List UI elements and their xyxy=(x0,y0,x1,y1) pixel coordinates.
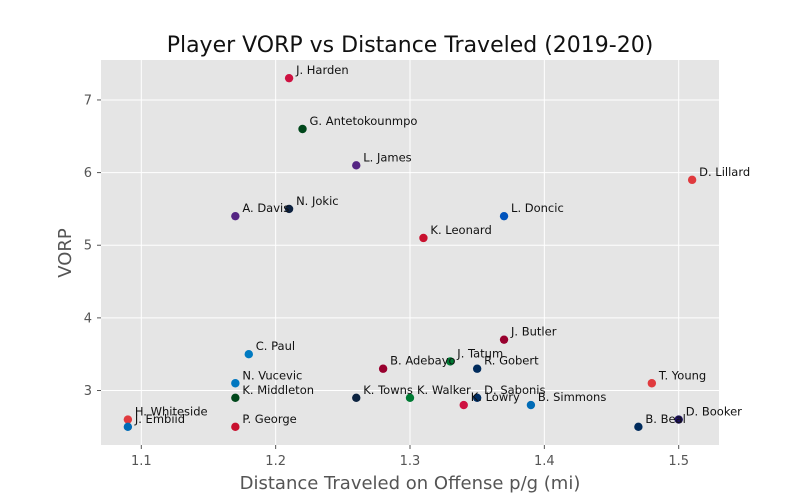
grid-lines xyxy=(101,60,719,445)
data-point xyxy=(123,422,133,432)
x-axis-title: Distance Traveled on Offense p/g (mi) xyxy=(240,473,581,494)
point-label: B. Beal xyxy=(645,412,685,426)
x-tick-label: 1.1 xyxy=(131,454,152,469)
data-point xyxy=(647,379,657,388)
y-tick-label: 6 xyxy=(84,166,92,181)
data-point xyxy=(472,393,482,402)
point-label: D. Lillard xyxy=(699,165,750,179)
point-label: N. Jokic xyxy=(296,194,339,208)
point-labels: J. Harden G. Antetokounmpo L. James D. Lill… xyxy=(134,63,750,426)
point-label: J. Harden xyxy=(295,63,349,77)
data-point xyxy=(499,335,509,344)
point-label: G. Antetokounmpo xyxy=(310,114,418,128)
data-point xyxy=(298,124,307,134)
point-label: H. Whiteside xyxy=(135,405,208,419)
data-point xyxy=(472,364,482,373)
data-point xyxy=(231,379,240,388)
data-point xyxy=(284,73,294,83)
data-point xyxy=(499,211,509,221)
data-points xyxy=(123,73,697,432)
data-point xyxy=(231,211,240,221)
point-label: K. Lowry xyxy=(471,390,520,404)
data-point xyxy=(352,393,361,402)
data-point xyxy=(419,233,428,243)
chart-title: Player VORP vs Distance Traveled (2019-2… xyxy=(167,33,654,58)
x-tick-label: 1.5 xyxy=(668,454,689,469)
point-label: L. James xyxy=(363,150,411,164)
data-point xyxy=(378,364,388,373)
point-label: N. Vucevic xyxy=(242,368,302,382)
x-tick-label: 1.2 xyxy=(265,454,286,469)
point-label: J. Tatum xyxy=(456,346,503,360)
data-point xyxy=(284,204,294,214)
y-tick-label: 5 xyxy=(84,239,92,254)
x-tick-label: 1.4 xyxy=(534,454,555,469)
point-label: B. Simmons xyxy=(538,390,606,404)
data-point xyxy=(526,400,536,410)
data-point xyxy=(446,357,455,366)
point-label: K. Towns xyxy=(363,383,413,397)
axis-ticks: 1.1 1.2 1.3 1.4 1.5 3 4 5 6 7 xyxy=(84,93,689,469)
point-label: A. Davis xyxy=(242,201,289,215)
point-label: D. Booker xyxy=(686,405,742,419)
point-label: D. Sabonis xyxy=(484,383,545,397)
point-label: B. Adebayo xyxy=(390,354,455,368)
y-tick-label: 4 xyxy=(84,311,92,326)
data-point xyxy=(674,415,683,424)
data-point xyxy=(231,422,240,432)
y-tick-label: 3 xyxy=(84,384,92,399)
data-point xyxy=(634,422,643,432)
point-label: J. Embiid xyxy=(134,412,185,426)
data-point xyxy=(459,400,468,410)
point-label: P. George xyxy=(242,412,296,426)
point-label: K. Leonard xyxy=(430,223,491,237)
data-point xyxy=(687,175,697,185)
x-tick-label: 1.3 xyxy=(400,454,421,469)
data-point xyxy=(231,393,240,402)
data-point xyxy=(405,393,415,402)
point-label: J. Butler xyxy=(510,325,557,339)
data-point xyxy=(244,349,253,359)
point-label: C. Paul xyxy=(256,339,295,353)
y-axis-title: VORP xyxy=(55,228,76,278)
point-label: L. Doncic xyxy=(511,201,564,215)
point-label: K. Walker xyxy=(417,383,471,397)
y-tick-label: 7 xyxy=(84,93,92,108)
point-label: R. Gobert xyxy=(484,354,539,368)
data-point xyxy=(123,415,133,424)
point-label: T. Young xyxy=(658,368,706,382)
point-label: K. Middleton xyxy=(242,383,314,397)
data-point xyxy=(352,161,361,170)
